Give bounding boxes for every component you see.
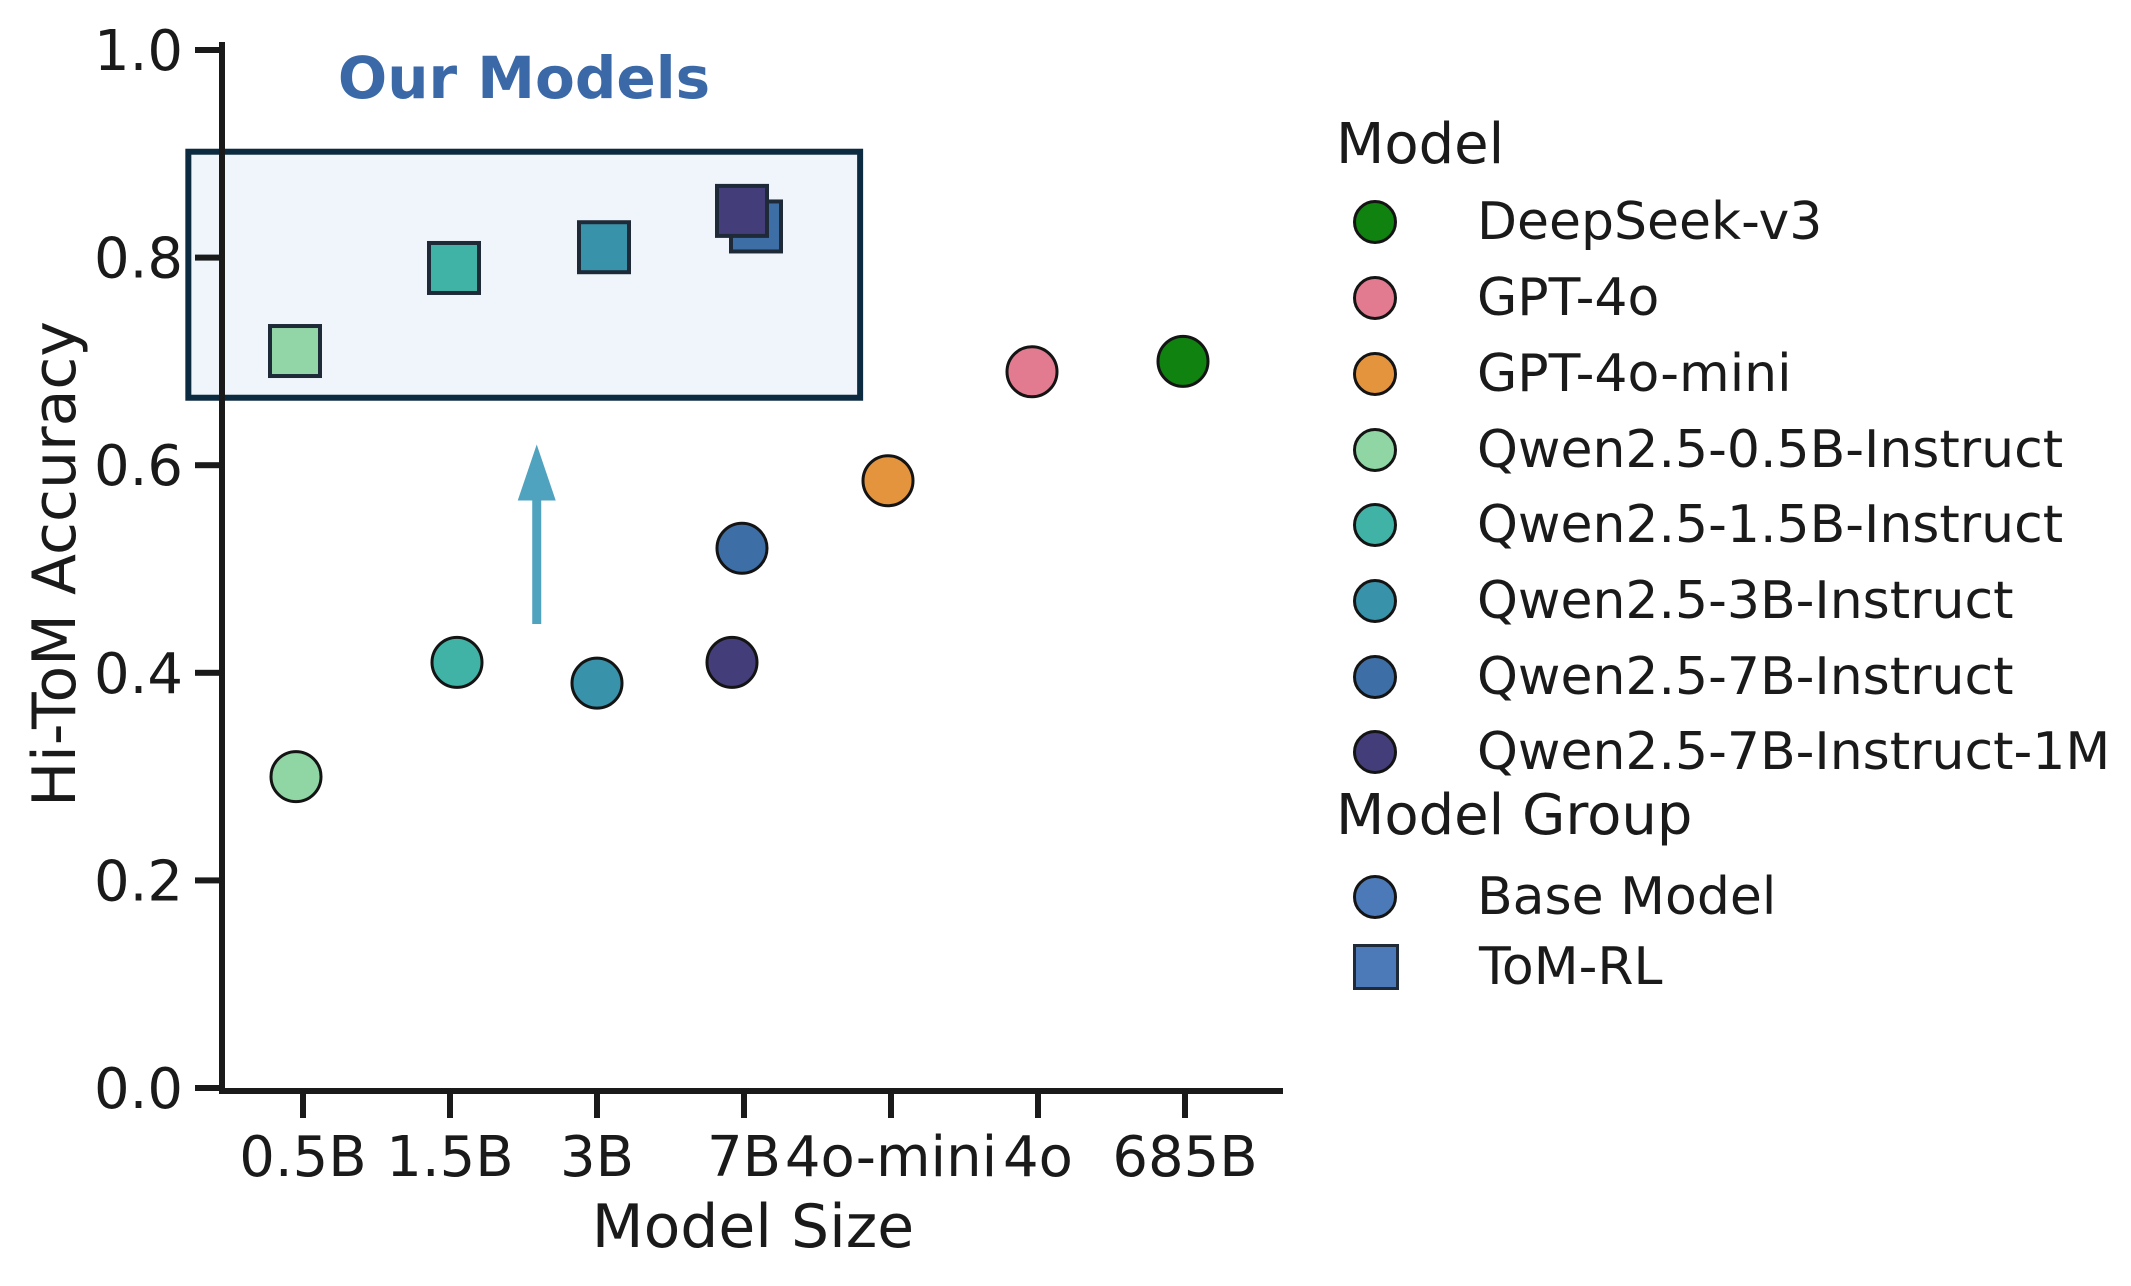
- our-models-label: Our Models: [337, 44, 711, 112]
- x-tick: [1035, 1094, 1041, 1118]
- y-tick: [195, 462, 219, 469]
- point-Qwen2.5-7B-Instruct-base: [715, 521, 769, 575]
- y-tick: [195, 47, 219, 53]
- x-tick-label: 0.5B: [239, 1125, 366, 1190]
- x-tick-label: 1.5B: [386, 1125, 513, 1190]
- y-tick-label: 0.6: [94, 434, 183, 499]
- y-tick: [195, 669, 219, 676]
- point-Qwen2.5-3B-Instruct-base: [570, 656, 624, 710]
- point-Qwen2.5-1.5B-Instruct-base: [430, 635, 484, 689]
- y-tick: [195, 877, 219, 884]
- x-tick-label: 4o: [1003, 1125, 1073, 1190]
- y-axis-title: Hi-ToM Accuracy: [20, 321, 90, 807]
- x-tick-label: 7B: [707, 1125, 781, 1190]
- point-Qwen2.5-0.5B-Instruct-tom-rl: [268, 324, 322, 379]
- y-tick: [195, 1085, 219, 1091]
- point-GPT-4o-base: [1005, 345, 1059, 399]
- y-tick-label: 0.8: [94, 227, 183, 292]
- y-tick-label: 0.2: [94, 849, 183, 914]
- point-Qwen2.5-0.5B-Instruct-base: [269, 750, 323, 804]
- x-tick: [741, 1094, 747, 1118]
- y-tick-label: 0.0: [94, 1057, 183, 1122]
- point-Qwen2.5-7B-Instruct-1M-base: [705, 635, 759, 689]
- improvement-arrow-shaft: [532, 498, 542, 625]
- x-tick: [447, 1094, 453, 1118]
- improvement-arrow-head: [517, 444, 556, 501]
- y-tick-label: 1.0: [94, 19, 183, 84]
- y-tick: [195, 254, 219, 261]
- point-DeepSeek-v3-base: [1156, 334, 1210, 388]
- x-tick: [1182, 1094, 1188, 1118]
- point-Qwen2.5-1.5B-Instruct-tom-rl: [427, 240, 481, 295]
- x-tick-label: 4o-mini: [785, 1125, 997, 1190]
- y-tick-label: 0.4: [94, 642, 183, 707]
- point-GPT-4o-mini-base: [861, 454, 915, 508]
- x-axis-title: Model Size: [591, 1192, 915, 1262]
- x-tick-label: 685B: [1112, 1125, 1257, 1190]
- point-Qwen2.5-3B-Instruct-tom-rl: [577, 220, 631, 275]
- y-axis-spine: [219, 42, 225, 1094]
- x-axis-spine: [219, 1088, 1283, 1094]
- x-tick: [594, 1094, 600, 1118]
- point-Qwen2.5-7B-Instruct-1M-tom-rl: [715, 183, 769, 238]
- x-tick: [888, 1094, 894, 1118]
- x-tick-label: 3B: [560, 1125, 634, 1190]
- x-tick: [300, 1094, 306, 1118]
